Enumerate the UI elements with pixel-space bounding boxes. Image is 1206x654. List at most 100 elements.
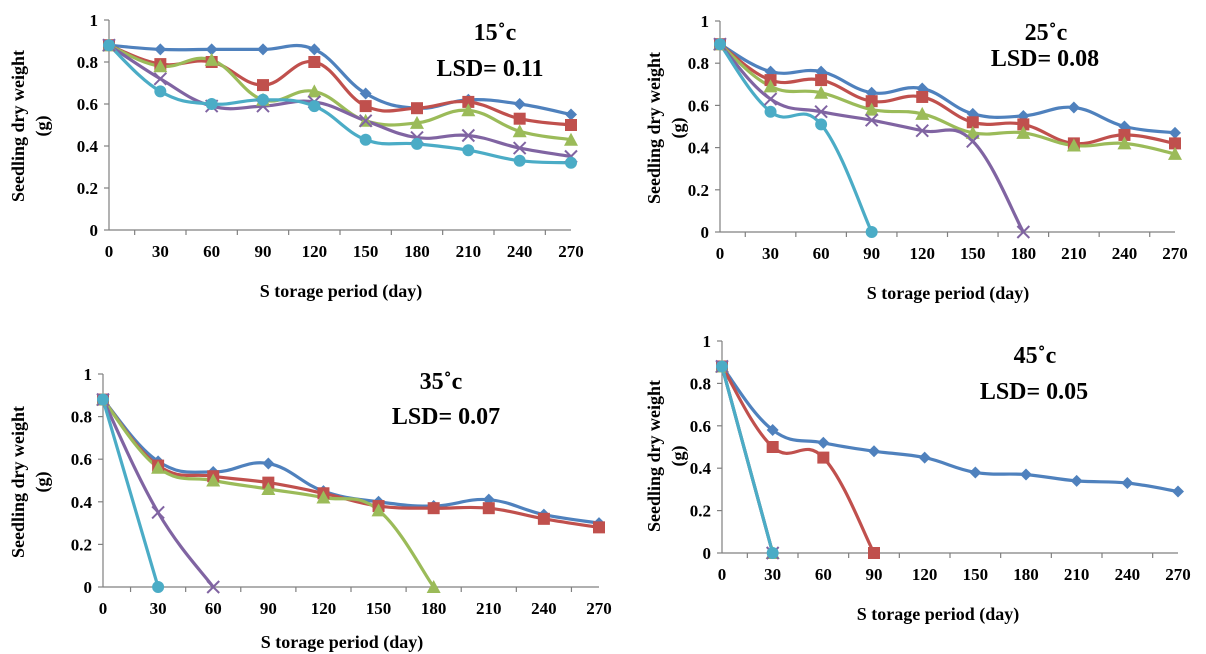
data-point-triangle: [814, 85, 829, 99]
lsd-label: LSD= 0.05: [980, 379, 1088, 405]
x-tick-label: 210: [1064, 565, 1090, 584]
x-tick-label: 180: [1011, 244, 1037, 263]
data-point-circle: [257, 93, 269, 106]
x-axis-title: S torage period (day): [867, 283, 1029, 304]
data-point-square: [966, 116, 979, 129]
series-line-triangle: [108, 43, 572, 142]
y-axis-title-line-1: Seedling dry weight: [644, 52, 664, 204]
series-line-circle: [720, 365, 775, 554]
x-axis-title: S torage period (day): [261, 632, 423, 653]
y-tick-label: 0.2: [77, 179, 98, 198]
x-tick-label: 210: [1061, 244, 1087, 263]
data-point-diamond: [257, 43, 269, 56]
data-point-triangle: [307, 84, 322, 98]
data-point-circle: [411, 137, 423, 150]
data-point-square: [427, 502, 440, 515]
y-tick-label: 0.2: [688, 181, 709, 200]
y-tick-label: 0.6: [688, 96, 709, 115]
data-point-x: [966, 134, 980, 148]
y-tick-label: 1: [703, 332, 712, 351]
y-axis-title-line-1: Seedling dry weight: [8, 406, 28, 558]
x-tick-label: 120: [302, 242, 328, 261]
x-tick-label: 150: [366, 599, 392, 618]
y-tick-label: 0.2: [690, 502, 711, 521]
panel-title: 45˚c: [1014, 343, 1057, 369]
data-point-triangle: [1168, 146, 1182, 160]
data-point-circle: [97, 393, 109, 406]
x-tick-label: 270: [586, 599, 612, 618]
data-point-triangle: [564, 132, 578, 146]
data-point-x: [461, 128, 476, 143]
data-point-square: [257, 79, 269, 92]
data-point-circle: [714, 38, 726, 51]
y-tick-label: 1: [84, 365, 93, 384]
data-point-circle: [205, 98, 218, 110]
x-tick-label: 150: [353, 242, 379, 261]
data-point-circle: [154, 85, 167, 98]
data-point-circle: [764, 105, 777, 118]
data-point-diamond: [565, 108, 577, 121]
data-point-diamond: [918, 451, 931, 464]
y-tick-label: 1: [701, 12, 710, 31]
data-point-triangle: [915, 106, 930, 120]
data-point-square: [766, 441, 779, 453]
y-tick-label: 0: [703, 544, 712, 563]
data-point-diamond: [1020, 468, 1032, 481]
x-tick-label: 240: [507, 242, 533, 261]
series-line-circle: [101, 399, 160, 588]
x-tick-label: 210: [456, 242, 482, 261]
x-tick-label: 0: [105, 242, 114, 261]
data-point-square: [411, 102, 423, 115]
data-point-diamond: [359, 87, 372, 100]
data-point-triangle: [1016, 125, 1031, 139]
data-point-circle: [308, 100, 321, 113]
y-tick-label: 0.4: [77, 137, 99, 156]
data-point-circle: [359, 133, 372, 146]
data-point-square: [565, 119, 577, 131]
data-point-triangle: [512, 124, 527, 138]
data-point-diamond: [969, 466, 982, 479]
data-point-triangle: [151, 460, 166, 474]
x-tick-label: 150: [960, 244, 986, 263]
data-point-diamond: [1067, 101, 1080, 114]
panel-45c: 45˚c LSD= 0.05 S torage period (day) See…: [644, 332, 1191, 625]
data-point-circle: [152, 581, 165, 593]
data-point-circle: [103, 39, 115, 52]
panel-title: 15˚c: [474, 20, 517, 46]
data-point-circle: [462, 144, 475, 157]
x-tick-label: 0: [716, 244, 725, 263]
data-point-x: [358, 114, 373, 128]
x-tick-label: 120: [311, 599, 337, 618]
lsd-label: LSD= 0.07: [392, 404, 500, 430]
data-point-x: [814, 105, 828, 119]
x-tick-label: 60: [205, 599, 222, 618]
series-line-triangle: [718, 42, 1176, 156]
data-point-diamond: [513, 98, 526, 110]
data-point-square: [817, 451, 830, 464]
y-tick-label: 0.4: [71, 493, 93, 512]
data-point-x: [864, 113, 879, 127]
x-tick-label: 240: [1112, 244, 1138, 263]
x-tick-label: 90: [260, 599, 277, 618]
data-point-square: [1017, 118, 1030, 131]
data-point-circle: [815, 118, 828, 131]
data-point-circle: [766, 547, 779, 559]
series-line-circle: [107, 44, 572, 165]
series-line-diamond: [720, 365, 1179, 494]
series-line-square: [719, 42, 1176, 146]
x-axis-title: S torage period (day): [857, 604, 1019, 625]
data-point-square: [308, 56, 321, 68]
data-point-diamond: [817, 436, 830, 449]
data-point-square: [865, 95, 878, 108]
y-axis-title-line-2: (g): [32, 116, 53, 137]
y-tick-label: 0.8: [690, 374, 711, 393]
y-tick-label: 0: [84, 578, 93, 597]
data-point-diamond: [868, 445, 880, 458]
x-tick-label: 90: [255, 242, 272, 261]
data-point-triangle: [261, 482, 276, 496]
y-tick-label: 0.2: [71, 535, 92, 554]
series-line-diamond: [108, 43, 572, 117]
data-point-diamond: [1172, 485, 1184, 498]
data-point-square: [916, 90, 929, 103]
